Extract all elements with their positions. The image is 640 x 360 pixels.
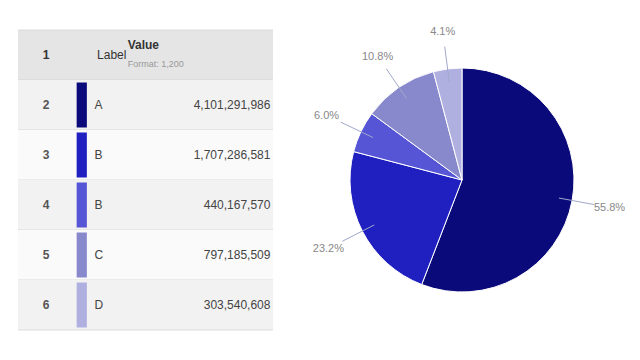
data-label: 4.1%	[430, 25, 455, 37]
color-indicator	[77, 233, 87, 278]
header-text: Value	[128, 38, 160, 52]
data-label: 10.8%	[362, 50, 393, 62]
row-number: 5	[43, 248, 50, 262]
row-value: 4,101,291,986	[194, 98, 271, 112]
header-text: 1	[43, 48, 50, 62]
chart-root: 1 LabelValue Format: 1,200 2 A 4,101,291,986 3…	[0, 0, 640, 360]
label-connector	[559, 198, 594, 205]
row-label: C	[95, 248, 104, 262]
row-background	[18, 80, 273, 130]
row-label: D	[95, 298, 104, 312]
label-connector	[342, 225, 374, 241]
header-subtitle: Format: 1,200	[128, 59, 184, 69]
row-number: 3	[43, 148, 50, 162]
row-value: 303,540,608	[204, 298, 271, 312]
data-label: 55.8%	[594, 201, 625, 213]
pie-slice	[433, 68, 462, 180]
data-label: 23.2%	[313, 242, 344, 254]
label-connector	[445, 47, 450, 83]
data-labels: 55.8% 23.2% 6.0% 10.8% 4.1%	[313, 25, 626, 254]
color-indicator	[77, 83, 87, 128]
label-connector	[386, 69, 406, 99]
color-indicator	[77, 133, 87, 178]
row-background	[18, 30, 273, 80]
connectors	[341, 47, 594, 242]
row-number: 2	[43, 98, 50, 112]
row-background	[18, 230, 273, 280]
data-label: 6.0%	[314, 109, 339, 121]
row-value: 440,167,570	[204, 198, 271, 212]
row-value: 1,707,286,581	[194, 148, 271, 162]
row-label: A	[95, 98, 103, 112]
table: 1 LabelValue Format: 1,200 2 A 4,101,291,986 3…	[18, 30, 273, 330]
color-indicator	[77, 283, 87, 328]
row-label: B	[95, 148, 103, 162]
row-number: 4	[43, 198, 50, 212]
slices	[350, 68, 574, 292]
row-background	[18, 130, 273, 180]
row-value: 797,185,509	[204, 248, 271, 262]
color-indicator	[77, 183, 87, 228]
table-top-border	[18, 30, 273, 31]
row-separator	[18, 330, 273, 331]
header-text: Label	[97, 48, 126, 62]
row-number: 6	[43, 298, 50, 312]
label-connector	[341, 122, 373, 137]
row-background	[18, 180, 273, 230]
row-background	[18, 280, 273, 330]
row-label: B	[95, 198, 103, 212]
pie: 55.8% 23.2% 6.0% 10.8% 4.1%	[313, 25, 626, 292]
